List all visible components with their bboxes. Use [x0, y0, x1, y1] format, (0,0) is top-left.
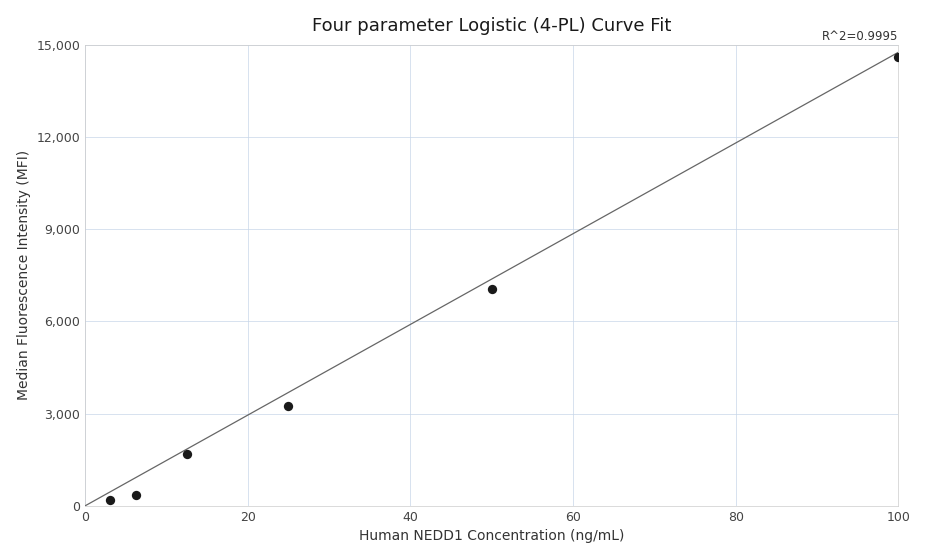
Y-axis label: Median Fluorescence Intensity (MFI): Median Fluorescence Intensity (MFI) — [17, 150, 31, 400]
Point — [179, 449, 194, 458]
Point — [128, 491, 143, 500]
Title: Four parameter Logistic (4-PL) Curve Fit: Four parameter Logistic (4-PL) Curve Fit — [312, 17, 671, 35]
Point — [103, 495, 118, 504]
X-axis label: Human NEDD1 Concentration (ng/mL): Human NEDD1 Concentration (ng/mL) — [359, 529, 625, 543]
Point — [484, 284, 499, 293]
Point — [891, 53, 906, 62]
Point — [281, 402, 296, 410]
Text: R^2=0.9995: R^2=0.9995 — [822, 30, 898, 43]
